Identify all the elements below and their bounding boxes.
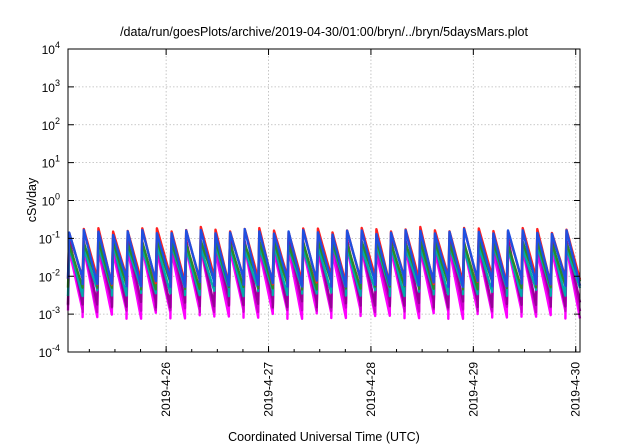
y-axis-label: cSv/day bbox=[25, 177, 39, 222]
y-axis: 10-4 10-3 10-2 10-1 100 101 102 103 104 bbox=[39, 40, 580, 360]
x-tick-label: 2019-4-30 bbox=[569, 362, 583, 417]
y-tick-label: 100 bbox=[42, 192, 60, 209]
series-group bbox=[66, 225, 582, 320]
y-tick-label: 10-3 bbox=[39, 305, 60, 322]
chart-title: /data/run/goesPlots/archive/2019-04-30/0… bbox=[120, 25, 528, 39]
x-axis: 2019-4-26 2019-4-27 2019-4-28 2019-4-29 2019… bbox=[88, 49, 583, 417]
y-tick-label: 104 bbox=[42, 40, 60, 57]
y-tick-label: 10-4 bbox=[39, 343, 60, 360]
y-tick-label: 103 bbox=[42, 78, 60, 95]
y-tick-label: 101 bbox=[42, 154, 60, 171]
x-tick-label: 2019-4-29 bbox=[466, 362, 480, 417]
y-tick-label: 10-2 bbox=[39, 267, 60, 284]
y-tick-label: 10-1 bbox=[39, 229, 60, 246]
x-tick-label: 2019-4-26 bbox=[159, 362, 173, 417]
series-line-7 bbox=[66, 227, 582, 288]
x-axis-label: Coordinated Universal Time (UTC) bbox=[228, 430, 420, 444]
x-tick-label: 2019-4-28 bbox=[364, 362, 378, 417]
y-tick-label: 102 bbox=[42, 116, 60, 133]
x-tick-label: 2019-4-27 bbox=[262, 362, 276, 417]
